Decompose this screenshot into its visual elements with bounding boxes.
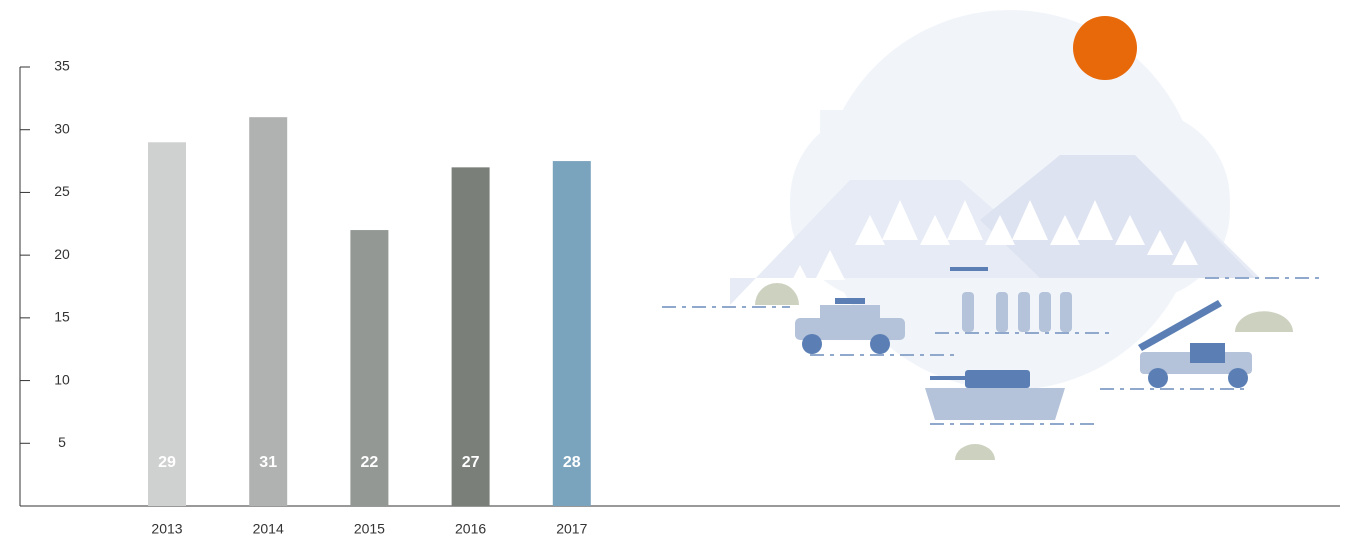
x-tick-label: 2015 [354,521,385,537]
sun [1073,16,1137,80]
cloud [820,110,935,140]
page: 5 10 15 20 25 30 35 2013 29 2014 31 2015 22 2016 27 201… [0,0,1354,540]
y-tick-label: 10 [54,371,70,387]
x-tick-label: 2014 [253,521,284,537]
y-tick-label: 5 [58,434,66,450]
value-label: 27 [462,454,480,471]
bush [955,444,995,460]
chart: 5 10 15 20 25 30 35 2013 29 2014 31 2015 22 2016 27 201… [0,0,1354,540]
x-tick-label: 2013 [151,521,182,537]
x-tick-label: 2016 [455,521,486,537]
y-tick-label: 35 [54,58,70,74]
y-tick-label: 25 [54,183,70,199]
value-label: 22 [361,454,379,471]
bush [1235,311,1293,332]
illustration [662,10,1320,460]
y-tick-label: 15 [54,309,70,325]
y-tick-label: 20 [54,246,70,262]
value-label: 31 [259,454,277,471]
value-label: 28 [563,454,581,471]
y-tick-label: 30 [54,120,70,136]
bar [249,117,287,506]
value-label: 29 [158,454,176,471]
x-tick-label: 2017 [556,521,587,537]
bar [148,142,186,506]
